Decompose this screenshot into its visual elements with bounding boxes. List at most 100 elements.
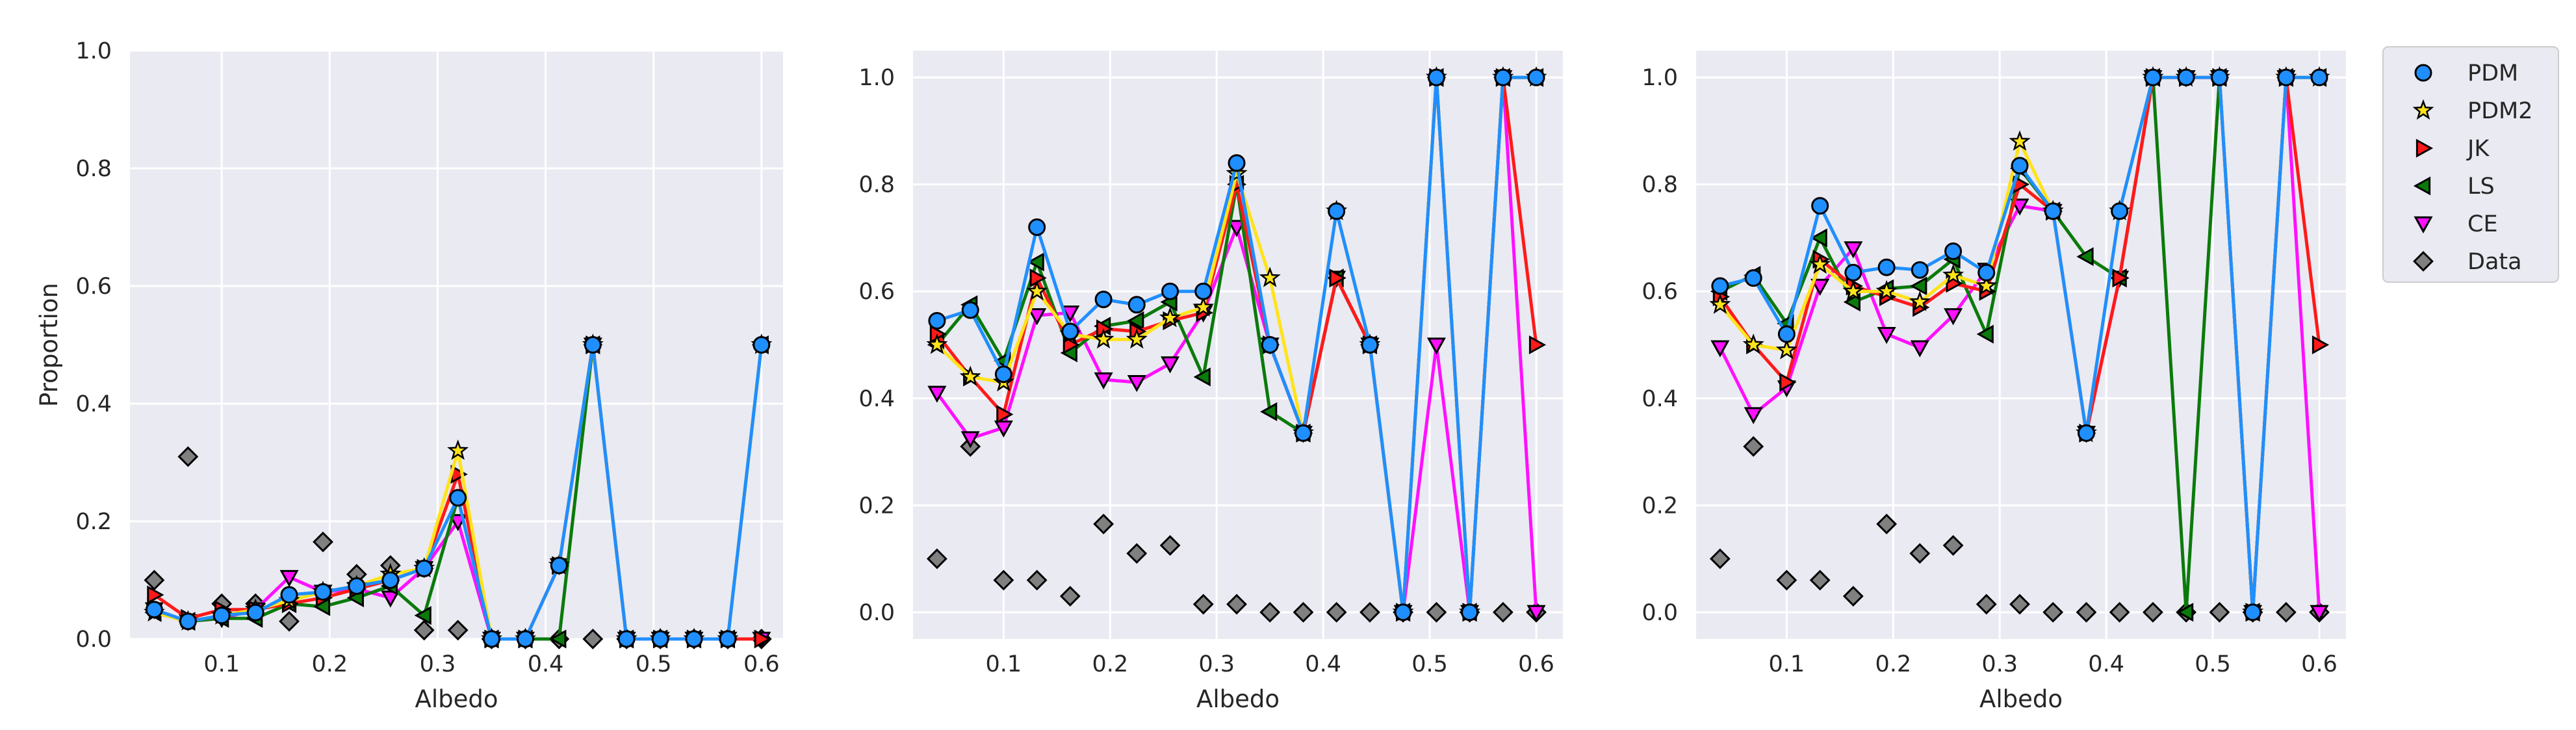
data-point-pdm [1261,336,1279,354]
chart-panel-2: 0.1 0.2 0.3 0.4 0.5 0.6 0.0 0.2 0.4 0.6 0.8 1.0 Albe… [858,51,1563,713]
data-point-pdm [213,606,231,625]
data-point-pdm [1911,261,1929,279]
data-point-data [1809,569,1831,591]
chart-panel-1: 0.1 0.2 0.3 0.4 0.5 0.6 0.0 0.2 0.4 0.6 0.8 1.0 Albe… [35,38,783,713]
y-tick-label: 1.0 [75,38,112,64]
x-tick-label: 0.6 [1518,651,1554,677]
data-point-ce [279,569,299,588]
data-point-ce [1744,407,1763,424]
data-point-data [1293,601,1314,623]
data-point-ce [1877,326,1896,345]
data-point-data [926,548,947,569]
data-point-pdm [1328,202,1346,220]
data-point-pdm [550,556,568,575]
data-point-data [2275,601,2297,623]
y-tick-label: 0.4 [75,391,112,417]
data-point-pdm [1711,277,1729,295]
data-point-jk [1029,268,1047,288]
y-tick-label: 0.2 [858,493,895,519]
data-point-data [1776,569,1797,591]
data-point-pdm [1194,282,1213,300]
data-point-ce [381,590,400,608]
series-pdm [1711,68,2328,621]
x-axis-label: Albedo [415,685,498,713]
series-pdm [145,336,771,648]
data-point-pdm2 [1192,296,1215,317]
data-point-pdm2 [1809,253,1831,274]
data-point-ls [1127,311,1144,331]
data-point-pdm [381,571,400,589]
data-point-data [1876,514,1898,535]
x-tick-label: 0.1 [986,651,1022,677]
data-point-data [144,569,165,591]
plot-area [130,51,783,639]
y-tick-label: 1.0 [858,65,895,91]
x-tick-label: 0.5 [636,651,672,677]
x-tick-label: 0.6 [2301,651,2338,677]
data-point-data [1942,535,1964,556]
data-point-pdm [1094,291,1113,309]
x-tick-label: 0.4 [2088,651,2124,677]
y-tick-label: 0.4 [858,386,895,412]
legend-label-ce: CE [2467,211,2498,237]
y-tick-label: 0.0 [858,600,895,626]
data-point-ce [1944,308,1963,326]
data-point-ls [1260,402,1278,421]
legend: PDM PDM2 JK LS CE Data [2382,46,2559,283]
legend-label-jk: JK [2466,136,2490,162]
data-point-ce [1227,220,1246,237]
data-point-pdm [2244,603,2262,621]
data-point-pdm [1944,242,1963,261]
x-tick-label: 0.3 [1198,651,1235,677]
data-point-ce [1526,605,1546,622]
data-point-pdm [1394,603,1412,621]
data-point-pdm [1294,424,1312,442]
data-point-ce [927,385,947,403]
data-point-pdm2 [1976,274,1998,296]
y-tick-label: 1.0 [1642,65,1678,91]
data-point-ls [1027,252,1044,272]
data-point-jk [147,585,164,605]
legend-label-data: Data [2467,249,2522,275]
data-point-pdm2 [1709,293,1731,314]
data-point-data [2009,593,2030,615]
data-point-ce [960,431,980,449]
data-point-pdm [482,630,500,648]
data-point-data [1909,543,1931,564]
data-point-pdm [1061,322,1079,341]
data-point-ls [2176,603,2194,622]
data-point-pdm [415,559,433,577]
data-point-pdm2 [447,439,469,460]
y-tick-label: 0.0 [1642,600,1678,626]
x-tick-label: 0.4 [528,651,564,677]
y-tick-label: 0.8 [75,156,112,182]
data-point-data [413,619,435,641]
chart-panel-3: 0.1 0.2 0.3 0.4 0.5 0.6 0.0 0.2 0.4 0.6 0.8 1.0 Albe… [1642,51,2346,713]
data-point-data [447,619,469,641]
data-point-data [993,569,1014,591]
data-point-pdm2 [1159,307,1181,328]
data-point-ce [1027,308,1047,326]
data-point-ce [2310,605,2329,622]
data-point-ce [1710,340,1730,358]
data-point-ls [1843,293,1861,312]
legend-marker-ls [2413,176,2431,196]
data-point-jk [1063,335,1080,355]
data-point-pdm [2177,68,2195,86]
data-point-ce [2010,198,2029,216]
data-point-pdm [651,630,669,648]
data-point-pdm [280,586,298,604]
y-tick-label: 0.4 [1642,386,1678,412]
data-point-pdm [584,336,602,354]
data-point-pdm [314,583,332,601]
data-point-pdm [928,311,946,330]
data-point-pdm [1461,603,1479,621]
data-point-pdm [1977,263,1996,281]
legend-label-pdm2: PDM2 [2467,98,2533,124]
x-tick-label: 0.6 [743,651,780,677]
x-tick-label: 0.3 [420,651,456,677]
data-point-pdm2 [959,365,981,386]
data-point-data [2076,601,2097,623]
data-point-ce [1810,278,1830,296]
data-point-pdm2 [1026,280,1048,301]
